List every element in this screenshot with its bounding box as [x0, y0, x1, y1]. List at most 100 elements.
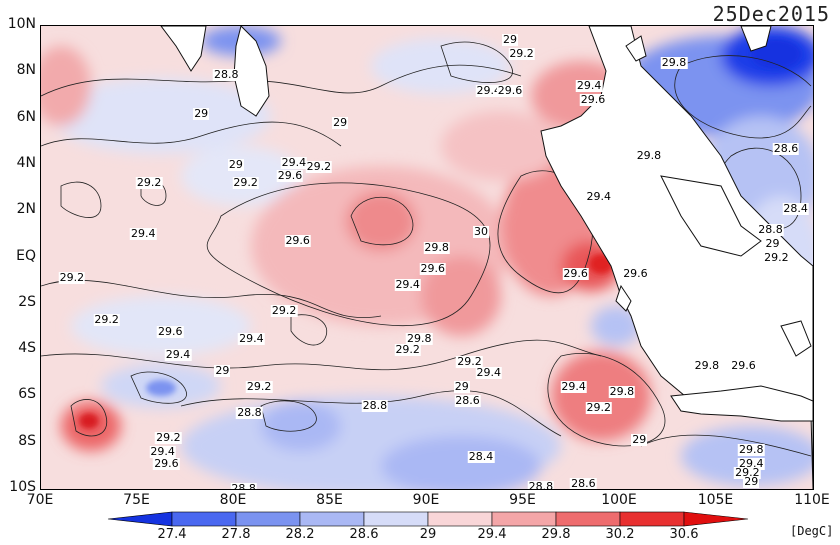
contour-label: 29.8: [608, 384, 636, 398]
colorbar-tick-label: 29: [419, 527, 437, 542]
sst-field: [41, 26, 813, 489]
latitude-label: 2N: [16, 201, 36, 218]
longitude-label: 110E: [794, 492, 830, 508]
contour-label: 29.2: [763, 250, 790, 264]
contour-label: 28.4: [782, 201, 809, 215]
contour-label: 29: [193, 106, 210, 120]
contour-label: 29.4: [130, 227, 157, 241]
contour-label: 29.6: [153, 456, 180, 470]
longitude-label: 70E: [26, 492, 54, 508]
contour-label: 29.8: [693, 359, 721, 373]
latitude-label: 6N: [16, 108, 36, 125]
contour-label: 29.2: [305, 160, 333, 174]
contour-label: 29.8: [635, 148, 663, 162]
colorbar-segment: [363, 511, 429, 527]
contour-label: 29.4: [475, 83, 502, 97]
contour-label: 29.4: [560, 380, 587, 394]
colorbar-tick-label: 30.2: [605, 527, 635, 542]
contour-label: 29.2: [585, 400, 613, 414]
latitude-label: 10N: [7, 16, 36, 32]
longitude-label: 85E: [316, 492, 343, 508]
longitude-label: 90E: [412, 492, 440, 508]
contour-label: 29.4: [575, 79, 603, 93]
colorbar-segment: [619, 511, 685, 527]
latitude-label: 10S: [9, 479, 36, 495]
colorbar-tick-label: 30.6: [669, 527, 699, 542]
sri-lanka: [233, 26, 270, 117]
colorbar-tick-label: 28.2: [285, 527, 315, 542]
contour-label: 28.8: [213, 67, 240, 81]
contour-label: 29: [214, 363, 231, 377]
colorbar-segment: [491, 511, 557, 527]
latitude-label: 4N: [16, 154, 36, 171]
contour-label: 29: [453, 380, 470, 394]
contour-label: 28.8: [230, 483, 257, 489]
contour-label: 29.4: [394, 278, 421, 292]
unit-label: [DegC]: [790, 524, 834, 538]
contour-label: 29.2: [245, 380, 273, 394]
colorbar-tick-label: 27.4: [157, 527, 187, 542]
contour-label: 29.4: [149, 444, 176, 458]
contour-label: 29: [332, 116, 349, 130]
contour-label: 28.6: [570, 477, 597, 490]
longitude-label: 105E: [697, 492, 734, 508]
landmasses: [160, 26, 813, 489]
latitude-label: 8N: [16, 62, 36, 79]
colorbar-segment: [427, 511, 493, 527]
contour-label: 29.6: [622, 266, 649, 280]
contour-label: 29.2: [232, 176, 259, 190]
colorbar-tick-label: 28.6: [349, 527, 379, 542]
contour-label: 28.6: [454, 394, 481, 408]
colorbar-segment: [235, 511, 301, 527]
contour-label: 29.6: [284, 234, 311, 248]
contour-label: 29: [764, 236, 781, 250]
contour-label: 29.8: [737, 442, 765, 456]
contour-label: 29.6: [579, 93, 607, 107]
contour-label: 29.2: [270, 303, 298, 317]
contour-label: 28.8: [361, 398, 389, 412]
colorbar-segment: [299, 511, 365, 527]
contour-label: 29: [743, 475, 760, 489]
contour-label: 29.2: [394, 343, 421, 357]
contour-label: 29: [631, 433, 648, 447]
contour-label: 29.6: [419, 262, 447, 276]
contour-label: 28.8: [527, 480, 555, 489]
contour-label: 29.6: [276, 169, 304, 183]
india-coast: [160, 26, 207, 72]
longitude-label: 95E: [509, 492, 536, 508]
colorbar-segment: [171, 511, 237, 527]
contour-label: 29.2: [58, 271, 86, 285]
contour-label: 29.2: [135, 176, 163, 190]
contour-label: 28.8: [236, 405, 263, 419]
colorbar-tick-label: 29.4: [477, 527, 507, 542]
contour-label: 29.4: [475, 366, 502, 380]
contour-label: 29.8: [660, 56, 688, 70]
colorbar-max-arrow: [683, 511, 749, 527]
contour-label: 29.2: [508, 46, 535, 60]
longitude-label: 100E: [601, 492, 637, 508]
contour-label: 29.6: [157, 324, 184, 338]
latitude-label: 4S: [18, 340, 36, 357]
contour-label: 28.8: [757, 222, 784, 236]
contour-label: 29: [501, 32, 518, 46]
contour-label: 29.4: [280, 155, 308, 169]
date-label: 25Dec2015: [712, 2, 830, 26]
contour-label: 29.2: [456, 354, 483, 368]
contour-label: 29.2: [155, 431, 182, 445]
contour-label: 29.4: [164, 347, 192, 361]
colorbar-segment: [555, 511, 621, 527]
contour-label: 29.6: [496, 83, 524, 97]
contour-label: 29.4: [238, 331, 265, 345]
colorbar-tick-label: 27.8: [221, 527, 251, 542]
contour-label: 29.2: [93, 313, 120, 326]
contour-label: 28.6: [772, 141, 800, 155]
latitude-label: 6S: [18, 386, 36, 403]
contour-label: 29.8: [423, 241, 450, 255]
contour-label: 29: [227, 157, 244, 171]
latitude-label: EQ: [16, 247, 36, 264]
latitude-label: 2S: [18, 293, 36, 310]
java-coast: [670, 385, 813, 422]
contour-label: 30: [473, 225, 490, 239]
contour-label: 29.8: [406, 331, 433, 345]
contour-label: 29.4: [737, 456, 765, 470]
